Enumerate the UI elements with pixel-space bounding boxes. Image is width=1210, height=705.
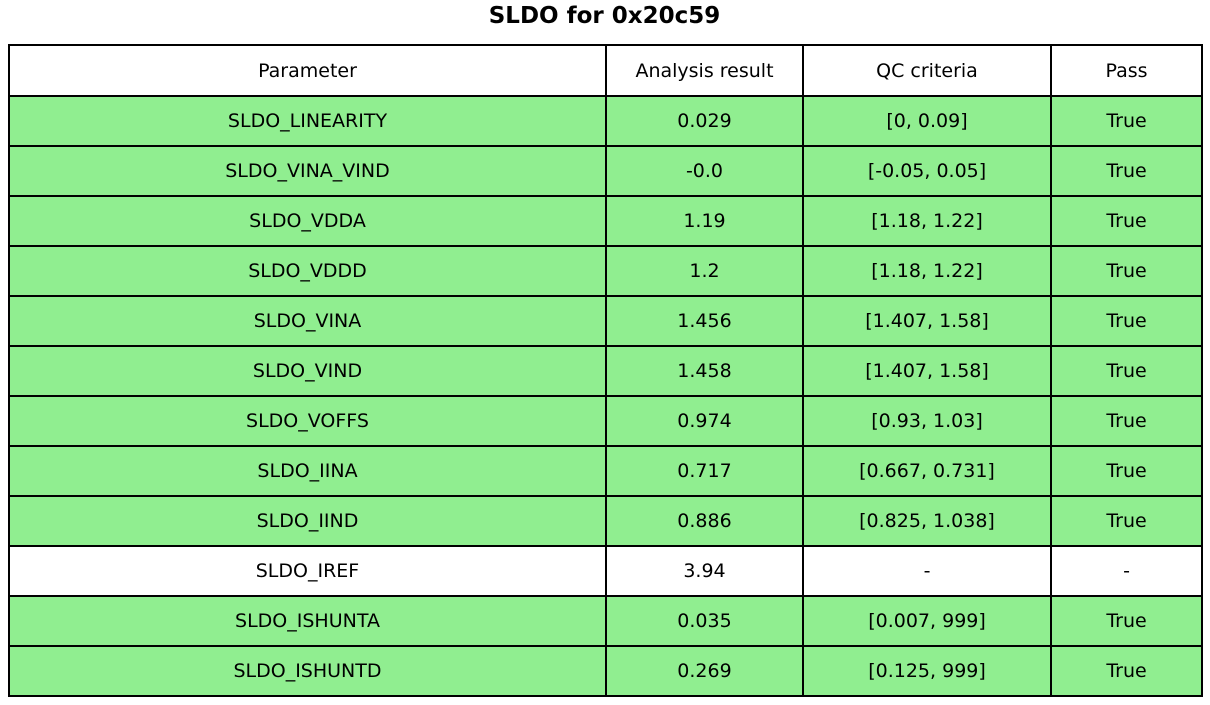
table-header-row: Parameter Analysis result QC criteria Pa… — [8, 44, 1203, 97]
cell-pass: True — [1050, 495, 1203, 547]
cell-analysis-result: 1.456 — [605, 295, 804, 347]
cell-qc-criteria: - — [802, 545, 1052, 597]
cell-parameter: SLDO_IINA — [8, 445, 607, 497]
cell-pass: True — [1050, 145, 1203, 197]
table-row: SLDO_VINA_VIND -0.0 [-0.05, 0.05] True — [8, 145, 1203, 197]
cell-analysis-result: 3.94 — [605, 545, 804, 597]
table-row: SLDO_IIND 0.886 [0.825, 1.038] True — [8, 495, 1203, 547]
cell-pass: True — [1050, 245, 1203, 297]
table-row: SLDO_IREF 3.94- - — [8, 545, 1203, 597]
cell-qc-criteria: [0, 0.09] — [802, 95, 1052, 147]
table-row: SLDO_ISHUNTA 0.035 [0.007, 999] True — [8, 595, 1203, 647]
cell-pass: True — [1050, 295, 1203, 347]
table-row: SLDO_VDDD 1.2 [1.18, 1.22] True — [8, 245, 1203, 297]
cell-analysis-result: 1.2 — [605, 245, 804, 297]
cell-pass: True — [1050, 195, 1203, 247]
table-body: SLDO_LINEARITY 0.029 [0, 0.09] True SLDO_VIN… — [8, 95, 1203, 697]
page-title: SLDO for 0x20c59 — [488, 3, 721, 29]
cell-pass: True — [1050, 395, 1203, 447]
cell-parameter: SLDO_ISHUNTA — [8, 595, 607, 647]
cell-parameter: SLDO_IREF — [8, 545, 607, 597]
cell-qc-criteria: [0.93, 1.03] — [802, 395, 1052, 447]
cell-analysis-result: -0.0 — [605, 145, 804, 197]
table-row: SLDO_VOFFS 0.974 [0.93, 1.03] True — [8, 395, 1203, 447]
column-header-pass: Pass — [1050, 44, 1203, 97]
cell-parameter: SLDO_VIND — [8, 345, 607, 397]
cell-parameter: SLDO_VINA — [8, 295, 607, 347]
cell-qc-criteria: [1.18, 1.22] — [802, 245, 1052, 297]
cell-analysis-result: 0.029 — [605, 95, 804, 147]
cell-parameter: SLDO_LINEARITY — [8, 95, 607, 147]
cell-pass: True — [1050, 445, 1203, 497]
cell-pass: True — [1050, 345, 1203, 397]
cell-analysis-result: 1.19 — [605, 195, 804, 247]
table-row: SLDO_VINA 1.456 [1.407, 1.58] True — [8, 295, 1203, 347]
cell-analysis-result: 0.269 — [605, 645, 804, 697]
table-row: SLDO_VDDA 1.19 [1.18, 1.22] True — [8, 195, 1203, 247]
cell-analysis-result: 0.886 — [605, 495, 804, 547]
column-header-parameter: Parameter — [8, 44, 607, 97]
cell-parameter: SLDO_VINA_VIND — [8, 145, 607, 197]
table-row: SLDO_VIND 1.458 [1.407, 1.58] True — [8, 345, 1203, 397]
cell-parameter: SLDO_VDDA — [8, 195, 607, 247]
cell-pass: - — [1050, 545, 1203, 597]
column-header-qc-criteria: QC criteria — [802, 44, 1052, 97]
cell-qc-criteria: [0.007, 999] — [802, 595, 1052, 647]
qc-results-table: Parameter Analysis result QC criteria Pa… — [8, 44, 1203, 697]
cell-qc-criteria: [-0.05, 0.05] — [802, 145, 1052, 197]
cell-parameter: SLDO_VOFFS — [8, 395, 607, 447]
cell-analysis-result: 0.717 — [605, 445, 804, 497]
cell-analysis-result: 0.974 — [605, 395, 804, 447]
cell-qc-criteria: [0.667, 0.731] — [802, 445, 1052, 497]
cell-parameter: SLDO_VDDD — [8, 245, 607, 297]
table-row: SLDO_ISHUNTD 0.269 [0.125, 999] True — [8, 645, 1203, 697]
table-row: SLDO_LINEARITY 0.029 [0, 0.09] True — [8, 95, 1203, 147]
cell-qc-criteria: [1.407, 1.58] — [802, 295, 1052, 347]
cell-qc-criteria: [0.125, 999] — [802, 645, 1052, 697]
cell-analysis-result: 0.035 — [605, 595, 804, 647]
cell-pass: True — [1050, 95, 1203, 147]
column-header-analysis-result: Analysis result — [605, 44, 804, 97]
cell-parameter: SLDO_IIND — [8, 495, 607, 547]
cell-qc-criteria: [1.407, 1.58] — [802, 345, 1052, 397]
table-row: SLDO_IINA 0.717 [0.667, 0.731] True — [8, 445, 1203, 497]
cell-parameter: SLDO_ISHUNTD — [8, 645, 607, 697]
cell-pass: True — [1050, 595, 1203, 647]
cell-qc-criteria: [1.18, 1.22] — [802, 195, 1052, 247]
cell-analysis-result: 1.458 — [605, 345, 804, 397]
cell-qc-criteria: [0.825, 1.038] — [802, 495, 1052, 547]
cell-pass: True — [1050, 645, 1203, 697]
